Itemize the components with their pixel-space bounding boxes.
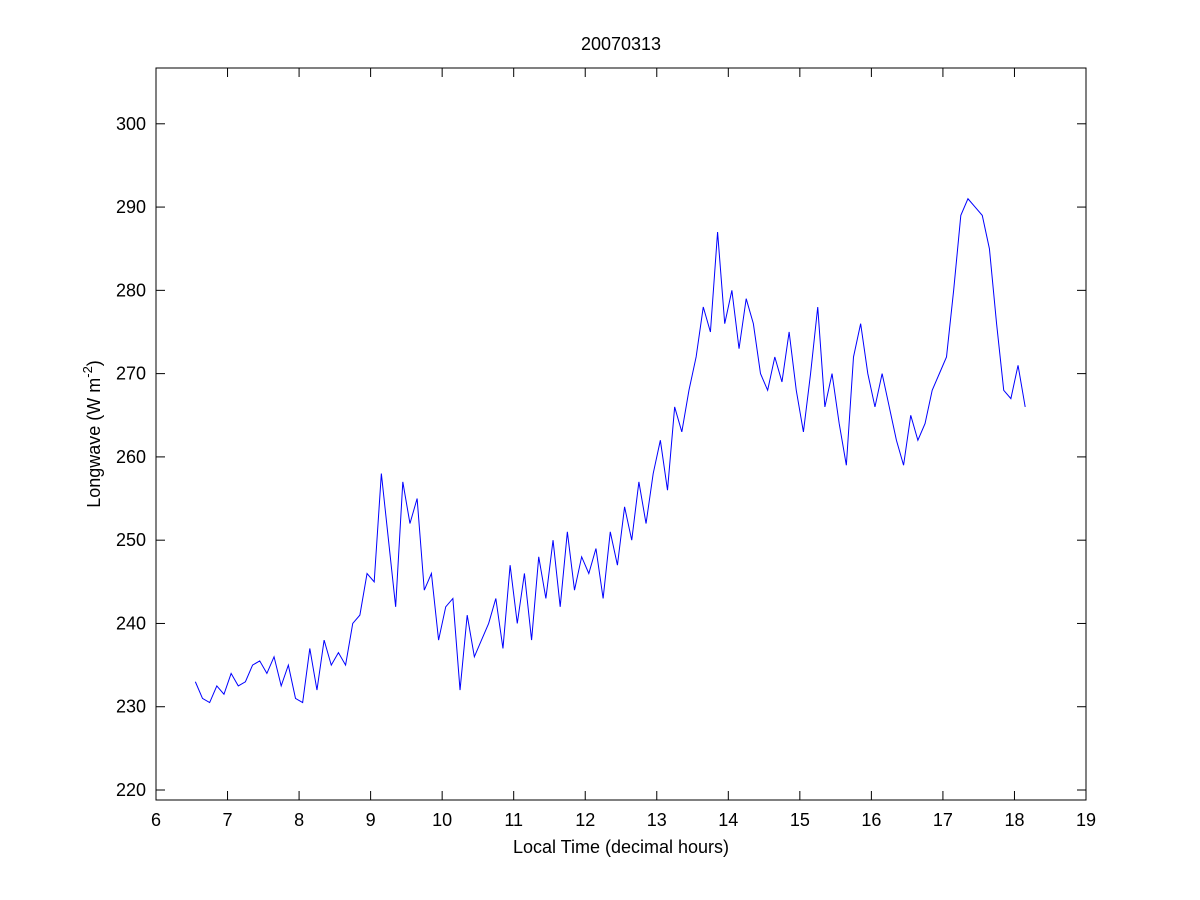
y-axis-label: Longwave (W m-2) [80, 360, 104, 508]
x-tick-label: 10 [432, 810, 452, 830]
y-tick-label: 280 [116, 280, 146, 300]
x-tick-label: 8 [294, 810, 304, 830]
y-label-sup: -2 [80, 366, 95, 378]
x-tick-label: 7 [223, 810, 233, 830]
y-tick-label: 270 [116, 364, 146, 384]
x-axis-label: Local Time (decimal hours) [513, 837, 729, 857]
chart-title: 20070313 [581, 34, 661, 54]
y-tick-label: 230 [116, 697, 146, 717]
y-tick-label: 260 [116, 447, 146, 467]
x-tick-label: 11 [504, 810, 523, 830]
x-tick-label: 13 [647, 810, 667, 830]
x-tick-label: 14 [718, 810, 738, 830]
y-tick-label: 240 [116, 613, 146, 633]
y-tick-label: 220 [116, 780, 146, 800]
y-tick-label: 250 [116, 530, 146, 550]
data-line [194, 197, 1026, 704]
x-tick-label: 12 [575, 810, 595, 830]
y-label-text: Longwave (W m [84, 378, 104, 508]
x-tick-label: 6 [151, 810, 161, 830]
x-tick-label: 19 [1076, 810, 1096, 830]
x-tick-label: 9 [366, 810, 376, 830]
x-tick-label: 16 [861, 810, 881, 830]
x-tick-label: 17 [933, 810, 953, 830]
y-tick-label: 290 [116, 197, 146, 217]
x-tick-label: 18 [1004, 810, 1024, 830]
x-tick-label: 15 [790, 810, 810, 830]
y-label-end: ) [84, 360, 104, 366]
plot-box [155, 67, 1087, 801]
y-tick-label: 300 [116, 114, 146, 134]
